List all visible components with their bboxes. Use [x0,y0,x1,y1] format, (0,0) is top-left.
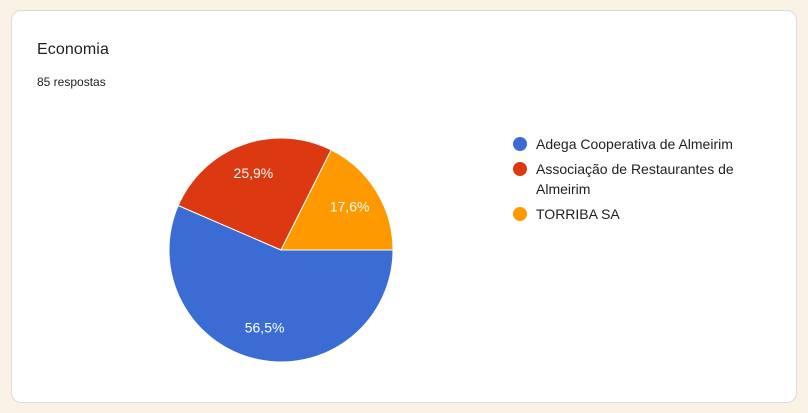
legend-item: Adega Cooperativa de Almeirim [513,134,788,154]
pie-chart-svg: 56,5% 25,9% 17,6% [168,137,394,363]
legend-item: Associação de Restaurantes de Almeirim [513,159,788,199]
legend-swatch-icon [513,162,527,176]
slice-percentage-label: 25,9% [234,165,274,181]
legend-swatch-icon [513,137,527,151]
chart-legend: Adega Cooperativa de Almeirim Associação … [513,134,788,224]
legend-item-label: Associação de Restaurantes de Almeirim [536,161,734,197]
slice-percentage-label: 17,6% [330,198,370,214]
response-count: 85 respostas [37,75,106,89]
legend-item: TORRIBA SA [513,204,788,224]
pie-slice [280,149,394,251]
question-title: Economia [37,41,109,58]
pie-chart: 56,5% 25,9% 17,6% [168,137,394,363]
legend-swatch-icon [513,207,527,221]
legend-item-label: Adega Cooperativa de Almeirim [536,136,733,152]
results-card: Economia 85 respostas 56,5% 25,9% 17,6% Ad… [11,10,797,403]
legend-item-label: TORRIBA SA [536,206,620,222]
pie-slice [177,137,332,251]
pie-slice [168,205,394,363]
slice-percentage-label: 56,5% [245,320,285,336]
